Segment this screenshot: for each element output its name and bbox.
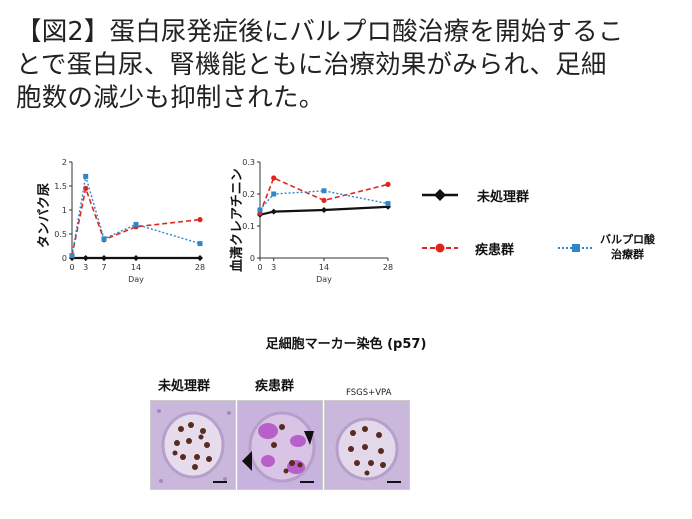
x-tick-label: 0 [257, 263, 262, 272]
legend-vpa-line1: バルプロ酸 [600, 233, 655, 246]
staining-title: 足細胞マーカー染色 (p57) [265, 337, 427, 352]
series-line-disease [259, 176, 389, 214]
y-tick-label: 0 [250, 254, 255, 263]
y-tick-label: 0 [62, 254, 67, 263]
x-tick-label: 14 [131, 263, 141, 272]
point-vpa [197, 241, 203, 247]
series-line-control [259, 205, 389, 216]
point-vpa [69, 253, 75, 259]
point-vpa [83, 173, 89, 179]
x-tick-label: 28 [195, 263, 205, 272]
x-tick-label: 7 [101, 263, 106, 272]
point-vpa [271, 191, 277, 197]
legend-vpa-marker [558, 244, 594, 252]
x-axis-label: Day [316, 275, 332, 284]
point-disease [321, 197, 327, 203]
point-control [270, 208, 277, 215]
point-vpa [385, 201, 391, 207]
y-tick-label: 0.2 [242, 190, 255, 199]
series-line-vpa [71, 176, 201, 256]
point-vpa [257, 207, 263, 213]
x-tick-label: 14 [319, 263, 329, 272]
title-line-1: 【図2】蛋白尿発症後にバルプロ酸治療を開始するこ [16, 17, 624, 47]
point-control [101, 255, 107, 261]
point-disease [197, 217, 203, 223]
point-control [321, 207, 327, 213]
y-tick-label: 0.1 [242, 222, 255, 231]
micrograph-disease [237, 400, 323, 490]
y-tick-label: 1.5 [54, 182, 67, 191]
title-line-3: 胞数の減少も抑制された。 [16, 83, 325, 113]
micrograph-vpa [324, 400, 410, 490]
point-control [197, 255, 203, 261]
point-vpa [133, 221, 139, 227]
y-tick-label: 2 [62, 158, 67, 167]
x-tick-label: 28 [383, 263, 393, 272]
legend-vpa-line2: 治療群 [611, 248, 644, 261]
x-tick-label: 3 [271, 263, 276, 272]
point-disease [271, 175, 277, 181]
panel-label-vpa: FSGS+VPA [346, 388, 392, 398]
point-disease [385, 181, 391, 187]
panel-label-disease: 疾患群 [255, 379, 295, 394]
title-line-2: とで蛋白尿、腎機能ともに治療効果がみられ、足細 [16, 50, 607, 80]
legend-disease-label: 疾患群 [475, 243, 515, 258]
legend-disease-marker [422, 243, 458, 253]
series-line-vpa [259, 190, 389, 211]
point-control [82, 255, 89, 261]
y-tick-label: 0.5 [54, 230, 67, 239]
legend-control-label: 未処理群 [477, 190, 530, 205]
micrograph-control [150, 400, 236, 490]
panel-label-control: 未処理群 [158, 379, 211, 394]
figure-title: 【図2】蛋白尿発症後にバルプロ酸治療を開始するこ とで蛋白尿、腎機能ともに治療効… [16, 16, 676, 115]
y-tick-label: 1 [62, 206, 67, 215]
x-axis-label: Day [128, 275, 144, 284]
x-tick-label: 3 [83, 263, 88, 272]
x-tick-label: 0 [69, 263, 74, 272]
point-vpa [101, 236, 107, 242]
y-tick-label: 0.3 [242, 158, 255, 167]
legend-control-marker [422, 189, 458, 201]
legend-vpa-label: バルプロ酸 治療群 [600, 232, 655, 262]
point-vpa [321, 188, 327, 194]
point-control [133, 255, 139, 261]
